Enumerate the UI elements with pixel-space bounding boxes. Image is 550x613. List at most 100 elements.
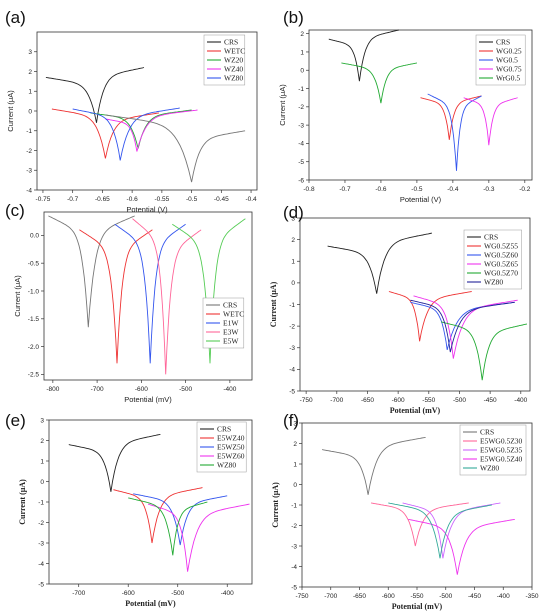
y-tick-label: 0 [293,482,297,489]
legend-label: CRS [217,425,231,434]
y-tick-label: -5 [291,584,297,591]
series-line-crs [327,232,432,294]
y-axis-label: Current (μA) [18,479,27,525]
series-line-wz40 [105,109,198,152]
y-tick-label: 1 [293,461,297,468]
y-tick-label: -1.0 [28,288,40,295]
series-line-e5wz50 [133,493,228,546]
y-tick-label: -3 [298,122,304,129]
y-tick-label: -2 [26,148,32,155]
panel-label: (e) [5,411,26,430]
series-line-crs [45,67,145,123]
y-tick-label: -2 [298,104,304,111]
y-tick-label: -2 [291,523,297,530]
legend-label: WG0.5Z70 [484,269,518,278]
x-tick-label: -550 [422,397,435,404]
y-tick-label: -5 [38,581,44,588]
x-axis-label: Potential (mV) [392,602,443,611]
x-tick-label: -0.6 [375,186,387,193]
x-tick-label: -450 [484,397,497,404]
x-tick-label: -700 [91,386,104,393]
series-line-wg0-5z65 [413,295,518,359]
x-tick-label: -0.6 [127,196,139,203]
series-line-wg0-75 [463,97,518,146]
x-tick-label: -800 [46,386,59,393]
chart-panel-e: -700 -600 -500 -400 -5 -4 -3 -2 -1 0 1 2 3 Potential … [5,411,253,608]
y-tick-label: -3 [38,540,44,547]
chart-panel-a: -0.75 -0.7 -0.65 -0.6 -0.55 -0.5 -0.45 -0.4 -4 -3… [5,8,258,214]
y-tick-label: -1 [38,499,44,506]
legend-label: E1W [223,319,239,328]
panel-label: (c) [5,201,25,220]
series-line-wz80 [72,107,180,161]
series-line-wz80 [128,497,208,556]
y-tick-label: 0 [28,108,32,115]
series-line-unnamed [105,114,246,183]
panel-label: (a) [5,8,26,27]
series-line-e5wz40 [113,487,203,544]
y-tick-label: 2 [40,438,44,445]
series-line-wz80 [388,502,492,559]
panel-label: (d) [283,203,304,222]
x-tick-label: -0.45 [214,196,229,203]
x-tick-label: -0.5 [186,196,198,203]
plot-frame [43,211,253,381]
x-tick-label: -400 [514,397,527,404]
x-axis-label: Potential (V) [126,205,168,214]
series-line-e1w [114,223,186,364]
y-tick-label: 1 [300,49,304,56]
y-tick-label: -2.5 [28,372,40,379]
x-tick-label: -600 [392,397,405,404]
x-tick-label: -700 [330,397,343,404]
series-line-e5w [172,218,246,364]
y-tick-label: -4 [289,367,295,374]
x-tick-label: -0.4 [447,186,459,193]
series-line-crs [48,215,135,328]
x-tick-label: -650 [361,397,374,404]
legend-label: WETC [224,47,245,56]
y-tick-label: -1.5 [28,316,40,323]
chart-panel-d: -750 -700 -650 -600 -550 -500 -450 -400 -5 -4 -3 -2… [269,203,531,415]
x-tick-label: -450 [468,593,481,600]
legend-label: WG0.75 [496,65,522,74]
series-line-wetc [51,108,159,159]
x-axis-label: Potential (mV) [124,395,172,404]
chart-panel-b: -0.8 -0.7 -0.6 -0.5 -0.4 -0.3 -0.2 -6 -5 -4 -3 -2 -1… [278,8,533,204]
x-tick-label: -550 [410,593,423,600]
y-tick-label: -1 [298,86,304,93]
series-line-crs [68,433,161,492]
series-line-e3w [132,218,202,375]
y-tick-label: -1 [26,128,32,135]
x-tick-label: -650 [353,593,366,600]
y-tick-label: -4 [298,141,304,148]
x-tick-label: -0.75 [36,196,51,203]
x-tick-label: -0.5 [411,186,423,193]
x-tick-label: -400 [223,386,236,393]
y-tick-label: 0 [40,479,44,486]
legend-label: WZ80 [217,461,236,470]
y-tick-label: 1 [28,89,32,96]
x-tick-label: -750 [295,593,308,600]
y-tick-label: 3 [291,215,295,222]
legend-label: WG0.5 [496,56,518,65]
y-tick-label: 2 [293,441,297,448]
y-tick-label: -2.0 [28,344,40,351]
legend-label: WG0.25 [496,47,522,56]
panel-label: (b) [283,8,304,27]
series-line-crs [328,29,400,82]
y-tick-label: -5 [289,388,295,395]
x-tick-label: -500 [179,386,192,393]
legend-label: WZ80 [484,278,503,287]
x-tick-label: -0.4 [245,196,257,203]
y-tick-label: -4 [38,561,44,568]
series-line-wrg0-5 [341,62,418,104]
x-tick-label: -400 [497,593,510,600]
y-axis-label: Current (μA) [13,275,22,317]
y-tick-label: 0 [291,280,295,287]
y-tick-label: 3 [40,417,44,424]
x-axis-label: Potential (V) [400,195,442,204]
x-tick-label: -500 [453,397,466,404]
legend-label: WZ80 [224,74,243,83]
legend-label: WG0.5Z55 [484,242,518,251]
legend-label: E5WZ50 [217,443,245,452]
